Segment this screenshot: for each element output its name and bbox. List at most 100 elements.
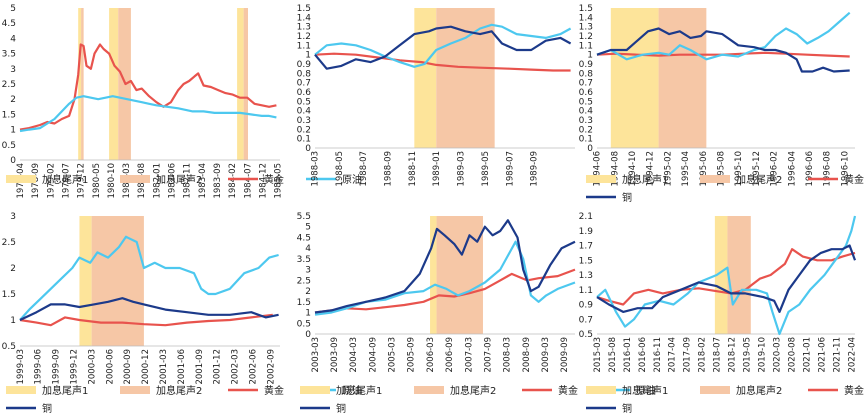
x-tick-label: 2018-02 xyxy=(698,337,708,373)
band1-legend-swatch xyxy=(586,175,616,183)
x-tick-label: 1996-10 xyxy=(840,151,850,187)
x-tick-label: 1989-07 xyxy=(505,151,515,187)
band2-legend-label: 加息尾声2 xyxy=(736,173,782,186)
gold-legend-label: 黄金 xyxy=(844,173,864,186)
x-tick-label: 1982-06 xyxy=(168,163,178,199)
oil-legend-label: 原油 xyxy=(342,173,362,186)
x-tick-label: 2018-12 xyxy=(728,337,738,373)
y-tick-label: 1.2 xyxy=(297,32,311,42)
copper-legend-label: 铜 xyxy=(336,403,346,415)
band1-band xyxy=(610,8,659,148)
y-tick-label: 1 xyxy=(587,51,593,61)
x-tick-label: 2022-04 xyxy=(847,337,857,373)
y-tick-label: 0.7 xyxy=(297,79,311,89)
band2-band xyxy=(243,8,248,160)
chart-panel-1: 00.511.522.533.544.551978-041978-091979-… xyxy=(2,4,362,199)
x-tick-label: 2002-06 xyxy=(249,349,259,385)
y-tick-label: 5 xyxy=(10,4,16,14)
x-tick-label: 1989-01 xyxy=(432,151,442,187)
x-tick-label: 2017-09 xyxy=(683,337,693,373)
x-tick-label: 1995-06 xyxy=(699,151,709,187)
x-tick-label: 1979-12 xyxy=(77,163,87,199)
y-tick-label: 2 xyxy=(305,287,311,297)
y-tick-label: 0.5 xyxy=(297,319,311,329)
x-tick-label: 2002-09 xyxy=(266,349,276,385)
y-tick-label: 0.8 xyxy=(579,69,594,79)
x-tick-label: 1985-05 xyxy=(274,163,284,199)
x-tick-label: 2021-06 xyxy=(817,337,827,373)
y-tick-label: 0.4 xyxy=(297,107,312,117)
gold-series-line xyxy=(314,52,571,72)
x-tick-label: 2006-03 xyxy=(426,337,436,373)
band1-band xyxy=(109,8,119,160)
x-tick-label: 1989-09 xyxy=(530,151,540,187)
gold-series-line xyxy=(596,248,856,306)
y-tick-label: 0.2 xyxy=(579,125,593,135)
y-tick-label: 0.3 xyxy=(579,116,593,126)
y-tick-label: 0.6 xyxy=(297,88,312,98)
band2-band xyxy=(81,8,84,160)
x-tick-label: 1982-01 xyxy=(152,163,162,199)
y-tick-label: 0.7 xyxy=(579,315,593,325)
oil-legend-label: 原油 xyxy=(636,384,656,397)
band1-band xyxy=(237,8,244,160)
gold-series-line xyxy=(19,313,273,327)
x-tick-label: 1978-09 xyxy=(31,163,41,199)
x-tick-label: 2020-08 xyxy=(788,337,798,373)
x-tick-label: 2016-11 xyxy=(653,337,663,373)
band1-legend-label: 加息尾声1 xyxy=(336,384,382,397)
x-tick-label: 2000-03 xyxy=(87,349,97,385)
y-tick-label: 3.5 xyxy=(297,255,311,265)
legend: 加息尾声1 加息尾声2 黄金 原油铜 xyxy=(586,384,864,415)
chart-panel-6: 0.5 0.7 0.9 1.1 1.3 1.5 1.7 1.9 2.1 2015-03 2015-0… xyxy=(579,212,864,415)
x-tick-label: 2003-03 xyxy=(311,337,321,373)
x-tick-label: 1989-03 xyxy=(457,151,467,187)
gold-legend-label: 黄金 xyxy=(844,384,864,397)
band2-legend-label: 加息尾声2 xyxy=(156,384,202,397)
y-tick-label: 1.4 xyxy=(579,13,594,23)
y-tick-label: 0.4 xyxy=(579,107,594,117)
y-tick-label: 0.3 xyxy=(297,116,311,126)
oil-series-line xyxy=(19,235,279,321)
y-tick-label: 4 xyxy=(10,34,16,44)
x-tick-label: 1988-09 xyxy=(384,151,394,187)
x-tick-label: 1996-08 xyxy=(823,151,833,187)
band1-legend-label: 加息尾声1 xyxy=(622,384,668,397)
x-tick-label: 1980-10 xyxy=(107,163,117,199)
y-tick-label: 0.9 xyxy=(297,60,312,70)
x-tick-label: 1979-07 xyxy=(61,163,71,199)
y-tick-label: 1.3 xyxy=(579,271,593,281)
x-tick-label: 2007-09 xyxy=(483,337,493,373)
y-tick-label: 5.5 xyxy=(297,212,311,222)
y-tick-label: 2 xyxy=(10,264,16,274)
x-tick-label: 2006-09 xyxy=(445,337,455,373)
x-tick-label: 2001-12 xyxy=(213,349,223,385)
band2-legend-label: 加息尾声2 xyxy=(736,384,782,397)
y-tick-label: 2.5 xyxy=(2,238,16,248)
x-tick-label: 1995-04 xyxy=(681,151,691,187)
band2-band xyxy=(727,216,751,334)
y-tick-label: 1.9 xyxy=(579,227,594,237)
x-tick-label: 2015-08 xyxy=(608,337,618,373)
y-tick-label: 1.1 xyxy=(297,41,311,51)
oil-series-line xyxy=(19,95,277,133)
oil-series-line xyxy=(596,215,857,336)
band2-legend-swatch xyxy=(120,386,150,394)
chart-panel-3: 00.10.20.30.40.50.60.70.80.911.11.21.31.… xyxy=(579,4,864,204)
y-tick-label: 1 xyxy=(10,316,16,326)
oil-series-line xyxy=(314,23,572,68)
x-tick-label: 2005-03 xyxy=(388,337,398,373)
gold-series-line xyxy=(314,268,576,314)
x-tick-label: 1988-07 xyxy=(359,151,369,187)
copper-series-line xyxy=(596,27,850,73)
x-tick-label: 1995-08 xyxy=(717,151,727,187)
band1-legend-label: 加息尾声1 xyxy=(622,173,668,186)
x-tick-label: 1995-10 xyxy=(734,151,744,187)
x-tick-label: 2017-04 xyxy=(668,337,678,373)
y-tick-label: 1 xyxy=(305,51,311,61)
x-tick-label: 2005-09 xyxy=(407,337,417,373)
band1-legend-swatch xyxy=(586,386,616,394)
y-tick-label: 1.5 xyxy=(297,298,311,308)
y-tick-label: 0.6 xyxy=(579,88,594,98)
